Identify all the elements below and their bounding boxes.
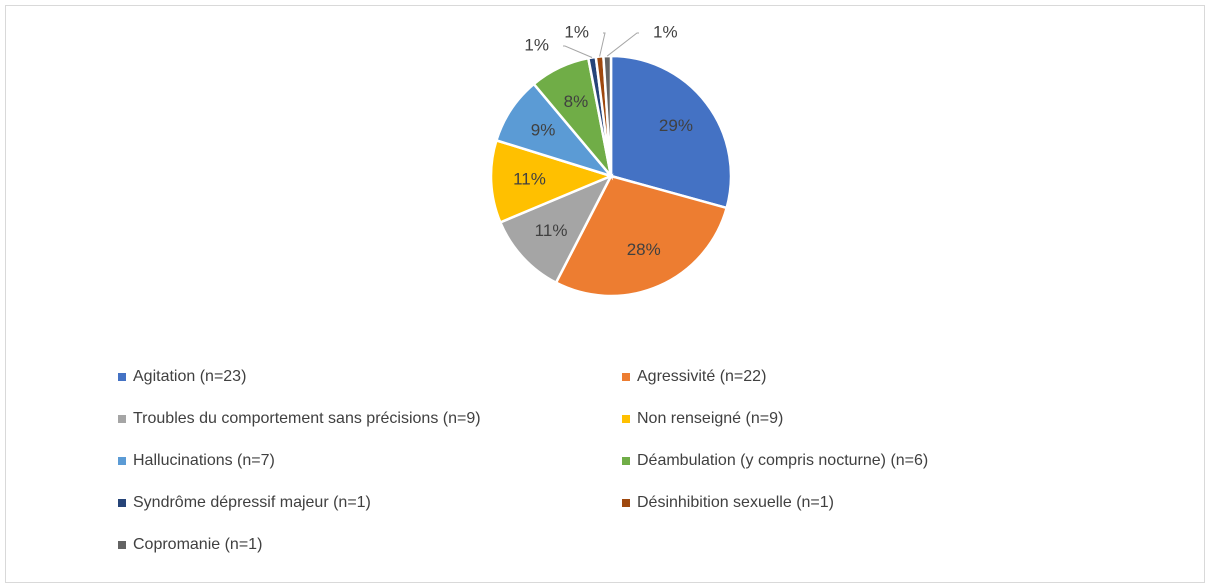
legend-swatch	[622, 499, 630, 507]
data-label: 8%	[564, 92, 589, 111]
leader-line	[599, 32, 606, 57]
legend-label: Copromanie (n=1)	[133, 536, 262, 553]
data-label: 1%	[524, 35, 549, 54]
pie-slice	[609, 54, 733, 210]
legend-label: Hallucinations (n=7)	[133, 452, 275, 469]
data-label: 9%	[531, 120, 556, 139]
legend-label: Déambulation (y compris nocturne) (n=6)	[637, 452, 928, 469]
pie-slice	[602, 54, 613, 177]
legend-label: Agitation (n=23)	[133, 368, 246, 385]
legend-swatch	[622, 415, 630, 423]
legend-label: Désinhibition sexuelle (n=1)	[637, 494, 834, 511]
legend-swatch	[622, 373, 630, 381]
leader-line	[606, 32, 639, 57]
data-label: 1%	[564, 22, 589, 41]
legend-swatch	[118, 415, 126, 423]
legend-label: Agressivité (n=22)	[637, 368, 766, 385]
legend-label: Troubles du comportement sans précisions…	[133, 410, 481, 427]
legend-swatch	[622, 457, 630, 465]
leader-line	[563, 45, 593, 58]
data-label: 11%	[513, 169, 546, 188]
pie-slice	[498, 173, 614, 285]
pie-slice	[554, 174, 729, 298]
data-label: 11%	[535, 221, 568, 240]
legend-swatch	[118, 499, 126, 507]
legend-swatch	[118, 541, 126, 549]
legend-label: Syndrôme dépressif majeur (n=1)	[133, 494, 371, 511]
legend-swatch	[118, 373, 126, 381]
pie-slice	[489, 138, 615, 224]
legend-label: Non renseigné (n=9)	[637, 410, 783, 427]
legend-swatch	[118, 457, 126, 465]
data-label: 29%	[659, 116, 693, 135]
data-label: 1%	[653, 22, 678, 41]
data-label: 28%	[627, 240, 661, 259]
